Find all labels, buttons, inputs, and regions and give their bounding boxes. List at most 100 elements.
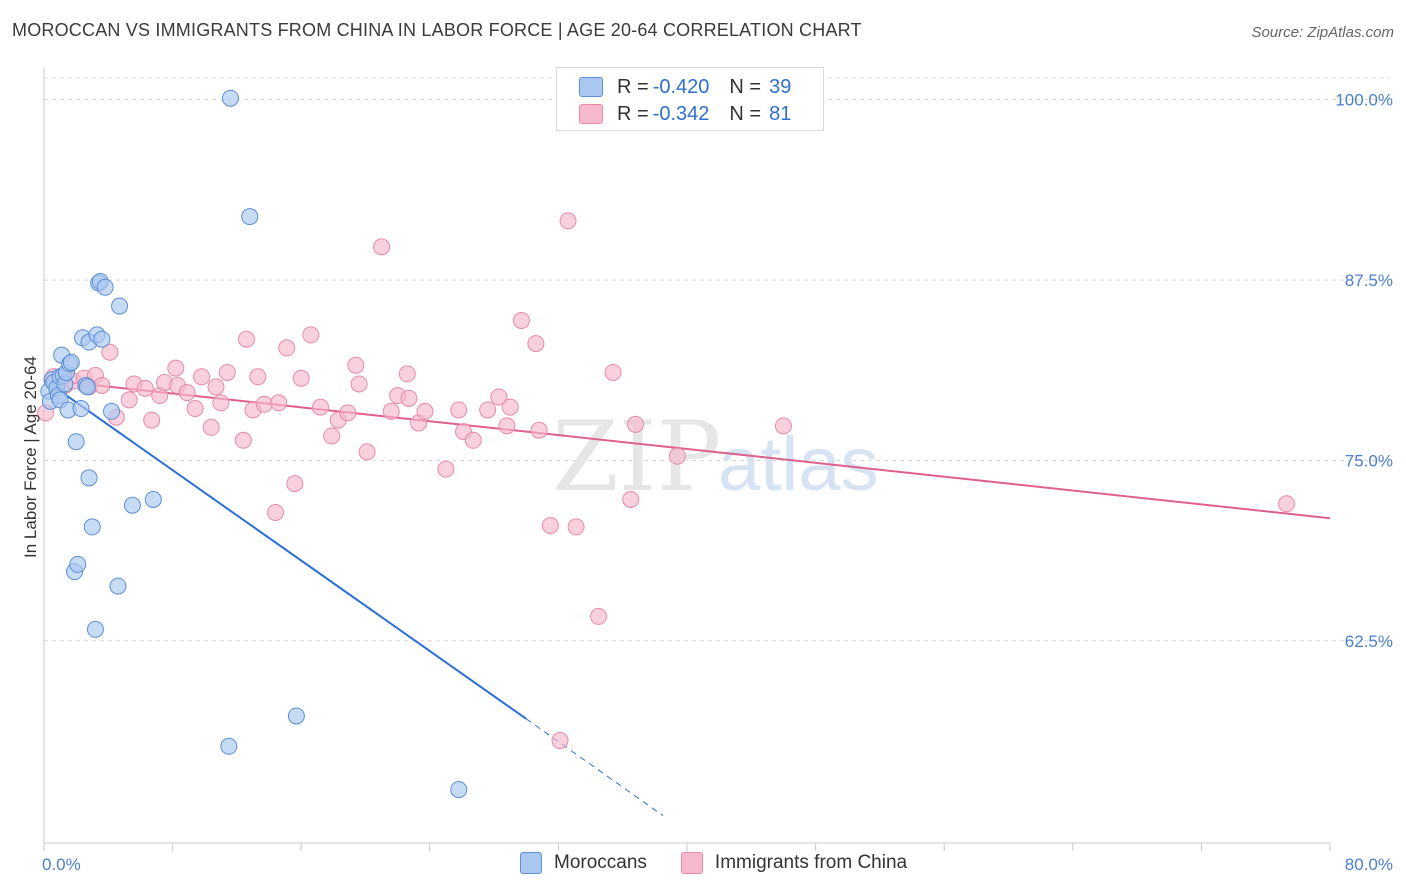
moroccan-point <box>80 469 98 487</box>
china-point <box>136 379 154 397</box>
china-point <box>218 363 236 381</box>
moroccan-point <box>78 378 96 396</box>
china-point <box>193 368 211 386</box>
china-point <box>101 343 119 361</box>
moroccan-point <box>83 518 101 536</box>
china-point <box>234 431 252 449</box>
china-point <box>212 394 230 412</box>
legend-row-moroccans: R = -0.420 N = 39 <box>579 74 791 100</box>
legend-r-label: R = <box>617 102 649 125</box>
moroccan-point <box>241 208 259 226</box>
china-point <box>567 518 585 536</box>
china-point <box>627 415 645 433</box>
series-swatch-moroccans <box>520 852 542 874</box>
china-point <box>450 401 468 419</box>
china-point <box>437 460 455 478</box>
china-point <box>774 417 792 435</box>
legend-r-value-china: -0.342 <box>652 102 710 125</box>
series-swatch-china <box>680 852 703 874</box>
legend-swatch-moroccans <box>579 77 603 97</box>
y-axis-title: In Labor Force | Age 20-64 <box>21 356 40 558</box>
china-point <box>347 356 365 374</box>
moroccan-trend-extension <box>525 718 664 816</box>
china-point <box>490 388 508 406</box>
china-point <box>292 369 310 387</box>
china-point <box>479 401 497 419</box>
china-point <box>255 395 273 413</box>
y-tick-label: 87.5% <box>1345 271 1393 290</box>
china-point <box>464 431 482 449</box>
china-point <box>339 404 357 422</box>
china-point <box>350 375 368 393</box>
china-point <box>311 398 329 416</box>
watermark: ZIP atlas <box>552 401 879 513</box>
moroccan-point <box>450 781 468 799</box>
china-point <box>93 376 111 394</box>
moroccan-point <box>69 555 87 573</box>
data-points <box>37 89 1296 799</box>
moroccan-point <box>144 490 162 508</box>
china-point <box>249 368 267 386</box>
legend-n-label: N = <box>729 102 762 125</box>
china-point <box>207 378 225 396</box>
series-name-moroccans: Moroccans <box>554 852 647 873</box>
y-tick-label: 62.5% <box>1345 632 1393 651</box>
china-point <box>120 391 138 409</box>
china-point <box>501 398 519 416</box>
china-point <box>668 447 686 465</box>
series-legend: Moroccans Immigrants from China <box>520 852 941 874</box>
china-point <box>358 443 376 461</box>
grid-lines <box>44 77 1390 642</box>
china-point <box>238 330 256 348</box>
moroccan-point <box>103 402 121 420</box>
moroccan-point <box>109 577 127 595</box>
moroccan-point <box>93 330 111 348</box>
series-name-china: Immigrants from China <box>714 852 908 873</box>
china-point <box>143 411 161 429</box>
china-point <box>178 384 196 402</box>
moroccan-point <box>86 620 104 638</box>
china-point <box>266 503 284 521</box>
china-point <box>323 427 341 445</box>
moroccan-point <box>123 496 141 514</box>
china-point <box>202 418 220 436</box>
chart-title: MOROCCAN VS IMMIGRANTS FROM CHINA IN LAB… <box>12 20 862 40</box>
legend-row-china: R = -0.342 N = 81 <box>579 101 791 127</box>
china-point <box>382 402 400 420</box>
china-point <box>270 394 288 412</box>
moroccan-point <box>96 278 114 296</box>
legend-r-label: R = <box>617 75 649 98</box>
y-tick-label: 100.0% <box>1335 91 1393 110</box>
moroccan-point <box>221 89 239 107</box>
moroccan-point <box>67 433 85 451</box>
china-point <box>400 389 418 407</box>
legend-r-value-moroccans: -0.420 <box>652 75 710 98</box>
legend-swatch-china <box>579 104 603 124</box>
moroccan-point <box>72 400 90 418</box>
china-point <box>541 516 559 534</box>
china-point <box>512 311 530 329</box>
legend-n-value-china: 81 <box>769 102 792 125</box>
watermark-atlas: atlas <box>718 422 879 507</box>
series-legend-moroccans: Moroccans <box>520 852 647 874</box>
x-tick-label-max: 80.0% <box>1345 855 1393 874</box>
moroccan-point <box>220 737 238 755</box>
china-point <box>373 238 391 256</box>
china-point <box>302 326 320 344</box>
legend-n-value-moroccans: 39 <box>769 75 792 98</box>
y-tick-label: 75.0% <box>1345 452 1393 471</box>
china-point <box>1278 495 1296 513</box>
tick-labels: 62.5% 75.0% 87.5% 100.0% 0.0% 80.0% <box>42 91 1393 874</box>
x-tick-label-min: 0.0% <box>42 855 81 874</box>
china-point <box>530 421 548 439</box>
moroccan-point <box>287 707 305 725</box>
china-point <box>559 212 577 230</box>
china-point <box>604 363 622 381</box>
moroccan-point <box>62 353 80 371</box>
china-point <box>416 402 434 420</box>
china-point <box>622 490 640 508</box>
china-point <box>278 339 296 357</box>
china-point <box>286 475 304 493</box>
series-legend-china: Immigrants from China <box>680 852 908 874</box>
